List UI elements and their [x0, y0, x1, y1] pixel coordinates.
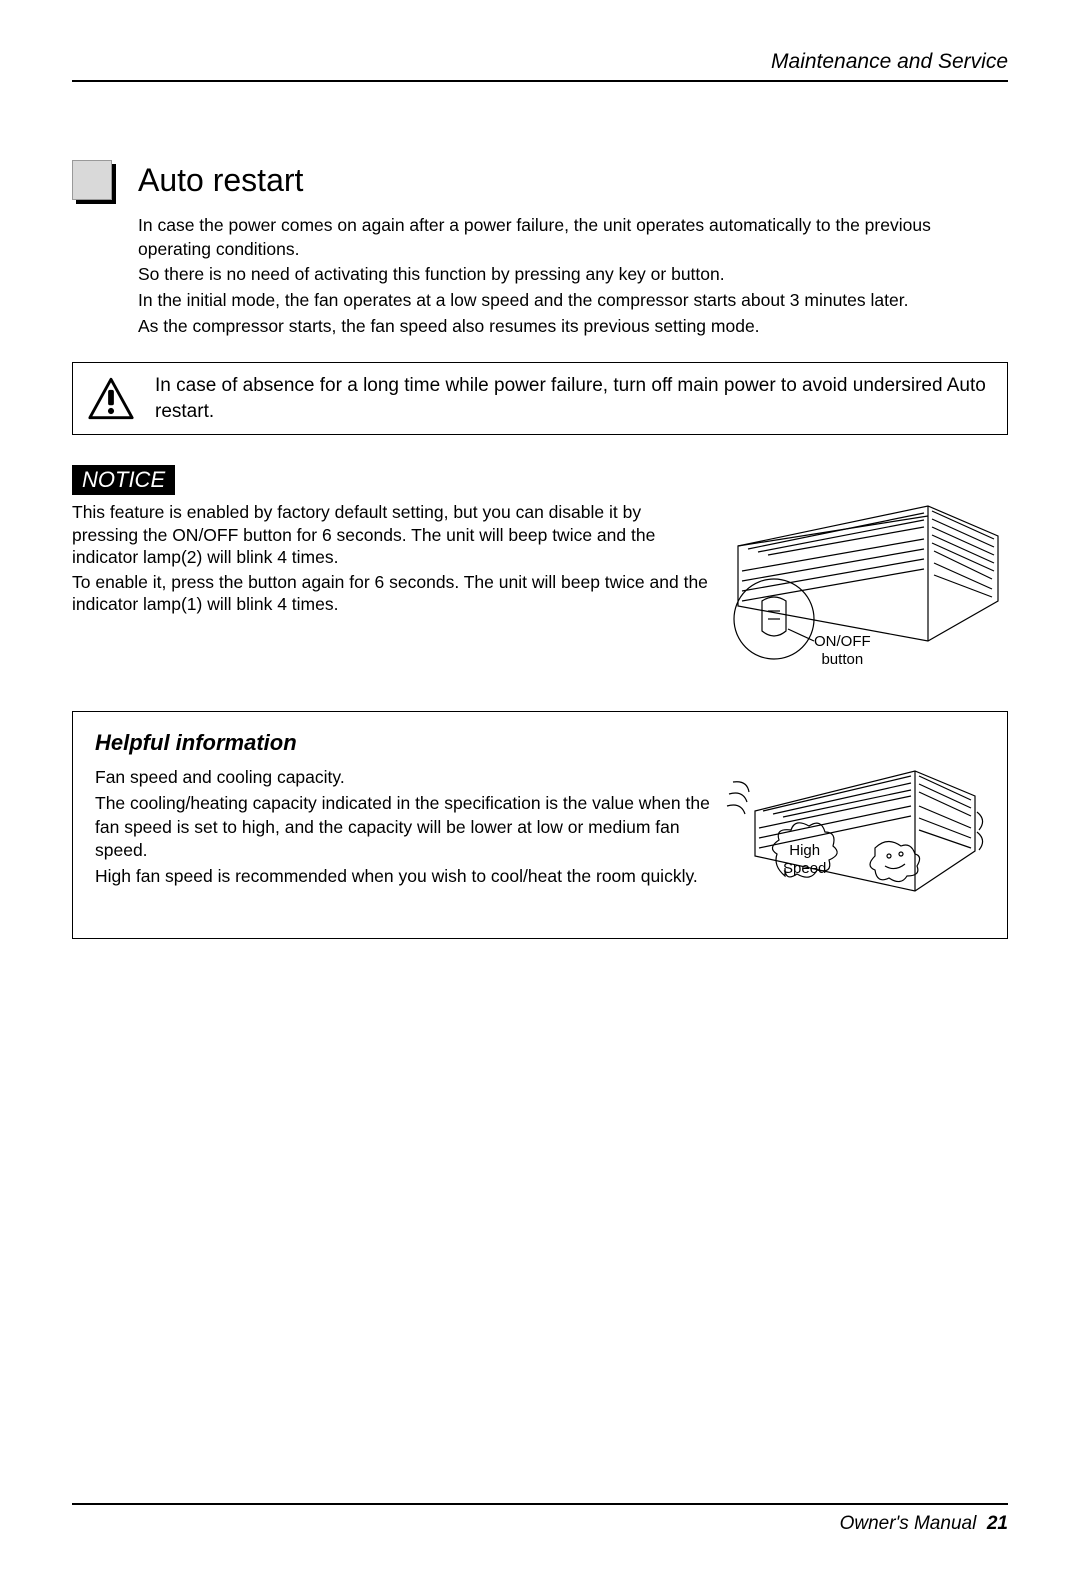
page-footer: Owner's Manual 21	[72, 1503, 1008, 1535]
helpful-illustration: High Speed	[725, 756, 985, 916]
page: Maintenance and Service Auto restart In …	[0, 0, 1080, 1583]
helpful-title: Helpful information	[95, 730, 715, 756]
intro-p3: In the initial mode, the fan operates at…	[138, 289, 1008, 313]
intro-text: In case the power comes on again after a…	[138, 214, 1008, 338]
notice-p2: To enable it, press the button again for…	[72, 571, 708, 616]
notice-block: NOTICE This feature is enabled by factor…	[72, 465, 1008, 681]
notice-callout-l2: button	[821, 651, 863, 668]
helpful-body: Fan speed and cooling capacity. The cool…	[95, 766, 715, 888]
page-header: Maintenance and Service	[72, 50, 1008, 82]
section-title: Auto restart	[138, 162, 303, 199]
intro-p2: So there is no need of activating this f…	[138, 263, 1008, 287]
notice-callout: ON/OFF button	[814, 633, 871, 668]
section-title-row: Auto restart	[72, 160, 1008, 200]
notice-label: NOTICE	[72, 465, 175, 495]
helpful-p3: High fan speed is recommended when you w…	[95, 865, 715, 889]
helpful-box: Helpful information Fan speed and coolin…	[72, 711, 1008, 939]
warning-box: In case of absence for a long time while…	[72, 362, 1008, 435]
warning-icon	[87, 377, 135, 421]
helpful-callout: High Speed	[783, 842, 826, 877]
notice-text: This feature is enabled by factory defau…	[72, 501, 708, 617]
intro-p1: In case the power comes on again after a…	[138, 214, 1008, 261]
intro-p4: As the compressor starts, the fan speed …	[138, 315, 1008, 339]
notice-p1: This feature is enabled by factory defau…	[72, 501, 708, 568]
section-marker-icon	[72, 160, 112, 200]
footer-label: Owner's Manual	[840, 1513, 977, 1534]
helpful-callout-l1: High	[789, 842, 820, 859]
helpful-callout-l2: Speed	[783, 860, 826, 877]
notice-callout-l1: ON/OFF	[814, 633, 871, 650]
notice-illustration: ON/OFF button	[718, 501, 1008, 681]
helpful-p2: The cooling/heating capacity indicated i…	[95, 792, 715, 863]
helpful-p1: Fan speed and cooling capacity.	[95, 766, 715, 790]
footer-page-number: 21	[987, 1513, 1008, 1534]
header-section-text: Maintenance and Service	[771, 50, 1008, 73]
warning-text: In case of absence for a long time while…	[155, 373, 993, 424]
